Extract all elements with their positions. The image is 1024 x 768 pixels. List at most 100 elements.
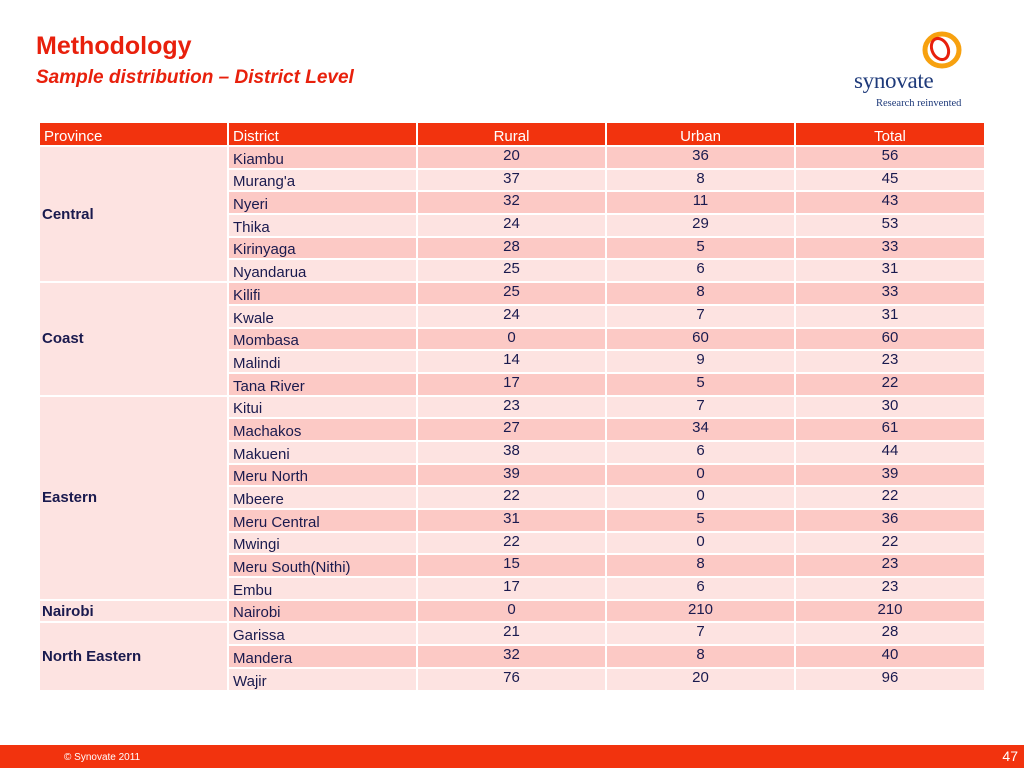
urban-cell: 8	[605, 644, 796, 669]
rural-cell: 17	[416, 371, 607, 397]
district-cell: Meru Central	[227, 508, 418, 533]
urban-cell: 8	[605, 167, 796, 193]
rural-cell: 32	[416, 644, 607, 669]
urban-cell: 6	[605, 258, 796, 284]
total-cell: 40	[794, 644, 986, 669]
urban-cell: 7	[605, 303, 796, 329]
urban-cell: 6	[605, 576, 796, 601]
urban-cell: 8	[605, 281, 796, 306]
district-cell: Kitui	[227, 394, 418, 420]
synovate-logo: synovate Research reinvented	[848, 28, 978, 114]
rural-cell: 31	[416, 508, 607, 533]
table-row: Mandera 32 8 40	[39, 644, 986, 669]
total-cell: 23	[794, 576, 986, 601]
total-cell: 30	[794, 394, 986, 420]
district-cell: Kiambu	[227, 145, 418, 170]
urban-cell: 11	[605, 190, 796, 216]
rural-cell: 39	[416, 462, 607, 488]
table-row: Nyeri 32 11 43	[39, 190, 986, 216]
district-cell: Meru South(Nithi)	[227, 553, 418, 579]
district-cell: Makueni	[227, 439, 418, 465]
rural-cell: 24	[416, 213, 607, 238]
table-row: Embu 17 6 23	[39, 576, 986, 601]
header-rural: Rural	[416, 121, 607, 147]
total-cell: 36	[794, 508, 986, 533]
province-cell: Eastern	[38, 394, 229, 601]
district-cell: Mwingi	[227, 530, 418, 556]
page-number: 47	[1002, 748, 1018, 764]
urban-cell: 5	[605, 235, 796, 261]
total-cell: 28	[794, 621, 986, 647]
district-cell: Mbeere	[227, 485, 418, 510]
urban-cell: 36	[605, 145, 796, 170]
logo-ring-icon	[922, 31, 962, 69]
total-cell: 56	[794, 145, 986, 170]
total-cell: 22	[794, 530, 986, 556]
rural-cell: 22	[416, 485, 607, 510]
rural-cell: 23	[416, 394, 607, 420]
rural-cell: 28	[416, 235, 607, 261]
province-cell: Coast	[38, 281, 229, 397]
urban-cell: 0	[605, 462, 796, 488]
district-cell: Garissa	[227, 621, 418, 647]
district-cell: Nairobi	[227, 598, 418, 624]
province-cell: Central	[38, 144, 229, 284]
total-cell: 33	[794, 235, 986, 261]
urban-cell: 34	[605, 417, 796, 442]
rural-cell: 15	[416, 553, 607, 579]
urban-cell: 8	[605, 553, 796, 579]
urban-cell: 60	[605, 326, 796, 352]
copyright-text: © Synovate 2011	[64, 752, 141, 763]
province-cell: North Eastern	[38, 621, 229, 692]
district-cell: Murang'a	[227, 167, 418, 193]
total-cell: 31	[794, 303, 986, 329]
footer-bar: © Synovate 2011 47	[0, 745, 1024, 768]
total-cell: 96	[794, 666, 986, 692]
urban-cell: 0	[605, 485, 796, 510]
rural-cell: 76	[416, 666, 607, 692]
table-row: Malindi 14 9 23	[39, 349, 986, 374]
total-cell: 23	[794, 349, 986, 374]
total-cell: 22	[794, 371, 986, 397]
rural-cell: 38	[416, 439, 607, 465]
urban-cell: 210	[605, 598, 796, 624]
district-cell: Embu	[227, 576, 418, 601]
header-province: Province	[38, 121, 229, 147]
total-cell: 23	[794, 553, 986, 579]
rural-cell: 27	[416, 417, 607, 442]
total-cell: 210	[794, 598, 986, 624]
district-cell: Meru North	[227, 462, 418, 488]
table-row: Wajir 76 20 96	[39, 666, 986, 692]
district-cell: Machakos	[227, 417, 418, 442]
table-row: Tana River 17 5 22	[39, 371, 986, 397]
rural-cell: 20	[416, 145, 607, 170]
table-header-row: Province District Rural Urban Total	[38, 121, 986, 147]
table-row: Mombasa 0 60 60	[39, 326, 986, 352]
district-cell: Nyandarua	[227, 258, 418, 284]
total-cell: 43	[794, 190, 986, 216]
total-cell: 44	[794, 439, 986, 465]
total-cell: 61	[794, 417, 986, 442]
table-row: Coast Kilifi 25 8 33	[38, 281, 986, 397]
total-cell: 31	[794, 258, 986, 284]
district-cell: Mandera	[227, 644, 418, 669]
district-cell: Kirinyaga	[227, 235, 418, 261]
rural-cell: 0	[416, 326, 607, 352]
table-row: Eastern Kitui 23 7 30	[38, 394, 986, 601]
logo-wordmark: synovate	[854, 68, 934, 93]
header-total: Total	[794, 121, 986, 147]
table-row: Mbeere 22 0 22	[39, 485, 986, 510]
logo-tagline: Research reinvented	[876, 98, 962, 109]
total-cell: 22	[794, 485, 986, 510]
rural-cell: 25	[416, 258, 607, 284]
urban-cell: 5	[605, 371, 796, 397]
sample-distribution-table: Province District Rural Urban Total Cent…	[38, 121, 986, 692]
urban-cell: 7	[605, 394, 796, 420]
header-urban: Urban	[605, 121, 796, 147]
district-cell: Kwale	[227, 303, 418, 329]
table-row: Thika 24 29 53	[39, 213, 986, 238]
district-cell: Malindi	[227, 349, 418, 374]
rural-cell: 21	[416, 621, 607, 647]
table-row: Meru North 39 0 39	[39, 462, 986, 488]
total-cell: 39	[794, 462, 986, 488]
